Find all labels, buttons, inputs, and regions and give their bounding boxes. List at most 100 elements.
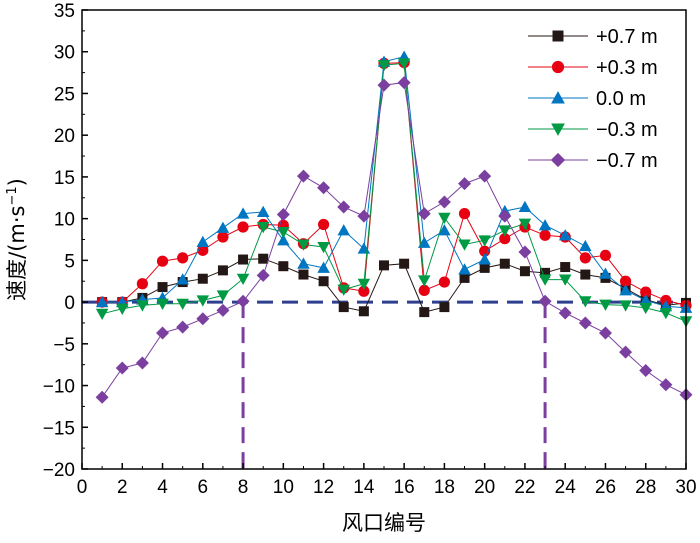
- data-point: [236, 207, 250, 219]
- data-point: [216, 290, 230, 302]
- data-point: [157, 282, 168, 293]
- data-point: [538, 274, 552, 286]
- data-point: [419, 307, 430, 318]
- data-point: [176, 298, 189, 311]
- x-axis: 0 2 4 6 8 10 12 14 16 18 20 22 24 26 28 30: [77, 463, 697, 498]
- series-5: [95, 76, 693, 404]
- data-point: [256, 221, 270, 234]
- data-point: [639, 364, 653, 378]
- data-point: [579, 252, 591, 264]
- data-point: [458, 208, 471, 220]
- x-tick-label: 10: [273, 477, 294, 498]
- data-point: [458, 263, 471, 275]
- data-point: [458, 239, 471, 251]
- x-tick-label: 0: [77, 477, 88, 498]
- x-tick-label: 4: [157, 477, 168, 498]
- data-point: [277, 234, 290, 246]
- data-point: [620, 275, 632, 287]
- x-tick-label: 20: [474, 477, 495, 498]
- data-point: [639, 294, 652, 306]
- data-point: [297, 257, 310, 269]
- data-point: [379, 260, 389, 271]
- data-point: [337, 200, 351, 214]
- y-axis-title-superscript: −1: [5, 186, 20, 205]
- y-tick-label: −10: [43, 377, 75, 398]
- data-point: [238, 254, 249, 265]
- data-point: [317, 261, 330, 273]
- data-point: [296, 169, 310, 183]
- x-tick-label: 24: [555, 477, 577, 498]
- legend-marker: [552, 30, 564, 42]
- data-point: [518, 218, 532, 230]
- y-tick-label: 5: [64, 251, 75, 272]
- data-point: [438, 224, 451, 236]
- data-point: [479, 262, 490, 273]
- data-point: [357, 278, 371, 290]
- data-point: [599, 249, 612, 261]
- legend-marker: [551, 123, 565, 136]
- series-4: [95, 58, 693, 328]
- data-point: [418, 284, 430, 297]
- data-point: [156, 255, 169, 267]
- data-point: [177, 252, 189, 264]
- data-point: [95, 308, 109, 321]
- data-point: [95, 295, 109, 308]
- y-axis: −20 −15 −10 −5 0 5 10 15 20 25 30 35: [43, 1, 88, 481]
- data-point: [237, 221, 249, 233]
- data-point: [499, 233, 511, 245]
- y-axis-title-end: ): [5, 178, 29, 186]
- data-point: [579, 239, 592, 252]
- data-point: [459, 272, 470, 283]
- data-point: [156, 298, 169, 311]
- data-point: [357, 209, 371, 223]
- data-point: [197, 273, 208, 284]
- y-tick-label: −20: [43, 460, 75, 481]
- x-axis-title: 风口编号: [342, 511, 426, 535]
- data-point: [417, 207, 431, 221]
- data-point: [216, 303, 230, 317]
- data-point: [499, 258, 510, 269]
- data-point: [176, 273, 189, 285]
- data-point: [598, 326, 612, 340]
- data-point: [518, 245, 532, 259]
- y-tick-label: 35: [54, 1, 75, 22]
- data-point: [196, 235, 210, 248]
- x-tick-label: 16: [394, 477, 415, 498]
- y-tick-label: 10: [54, 210, 75, 231]
- legend-label: +0.7 m: [596, 26, 658, 48]
- data-point: [278, 261, 289, 272]
- x-tick-label: 26: [595, 477, 616, 498]
- y-tick-label: 0: [64, 293, 75, 314]
- data-point: [498, 209, 512, 223]
- data-point: [399, 258, 410, 269]
- reference-lines: [82, 300, 686, 469]
- x-tick-label: 8: [238, 477, 249, 498]
- data-point: [136, 278, 148, 290]
- data-point: [478, 169, 492, 183]
- data-point: [519, 266, 530, 277]
- data-point: [599, 267, 612, 279]
- legend-label: −0.7 m: [596, 150, 658, 172]
- series-layer: [95, 50, 693, 404]
- data-point: [216, 221, 230, 233]
- x-tick-label: 12: [313, 477, 334, 498]
- data-point: [258, 253, 269, 264]
- data-point: [619, 300, 632, 312]
- data-point: [256, 268, 270, 282]
- series-1: [97, 253, 691, 318]
- data-point: [619, 345, 633, 359]
- data-point: [498, 225, 512, 237]
- data-point: [116, 303, 129, 316]
- legend-entry-4: −0.3 m: [528, 119, 658, 141]
- data-point: [337, 224, 350, 236]
- data-point: [318, 276, 329, 287]
- data-point: [236, 294, 250, 308]
- data-point: [115, 361, 129, 375]
- data-point: [560, 262, 571, 273]
- x-tick-label: 6: [198, 477, 209, 498]
- data-point: [256, 205, 270, 217]
- data-point: [377, 60, 391, 72]
- y-tick-label: 30: [54, 43, 75, 64]
- data-point: [438, 276, 450, 288]
- data-point: [338, 302, 349, 313]
